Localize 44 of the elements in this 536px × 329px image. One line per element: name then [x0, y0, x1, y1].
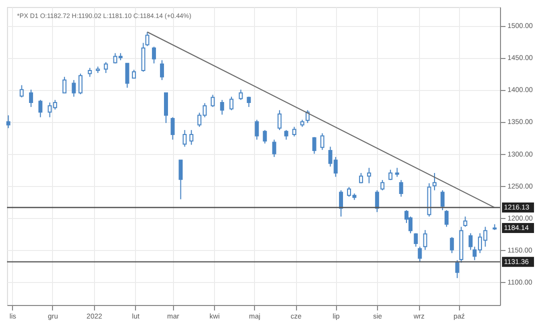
- candlestick: [423, 230, 428, 250]
- candlestick: [6, 114, 10, 129]
- candlestick: [104, 62, 108, 74]
- candlestick: [182, 130, 187, 148]
- candlestick: [38, 99, 42, 118]
- candlestick: [278, 110, 282, 131]
- candlestick: [160, 60, 164, 81]
- candlestick: [272, 139, 276, 158]
- candlestick: [229, 96, 234, 111]
- candlestick: [306, 110, 310, 124]
- candlestick: [210, 94, 215, 108]
- candlestick: [367, 167, 372, 184]
- candlestick: [455, 260, 460, 279]
- candlestick: [72, 80, 76, 98]
- candlestick: [78, 73, 82, 95]
- candlestick: [178, 160, 183, 200]
- candlestick: [62, 76, 66, 94]
- candlestick: [450, 236, 454, 254]
- candlestick: [170, 116, 175, 140]
- candlestick: [20, 84, 24, 98]
- candlestick: [339, 190, 344, 218]
- candlestick: [238, 89, 243, 100]
- candlestick: [380, 180, 384, 191]
- candlestick: [220, 99, 224, 116]
- candlestick: [164, 92, 168, 124]
- candlestick: [262, 130, 267, 144]
- candlestick: [29, 89, 34, 108]
- candlestick: [189, 130, 194, 146]
- candlestick: [444, 210, 449, 228]
- candlestick: [152, 46, 156, 64]
- candlestick: [254, 119, 259, 140]
- candlestick: [399, 180, 404, 198]
- candlestick: [375, 190, 380, 213]
- candlestick: [463, 216, 468, 228]
- candlestick: [292, 126, 296, 137]
- candlestick: [246, 96, 251, 108]
- candlestick: [440, 190, 445, 211]
- candlestick: [284, 130, 288, 140]
- candlestick: [312, 136, 316, 154]
- candlestick: [432, 172, 437, 191]
- candlestick: [418, 246, 422, 263]
- candlestick: [414, 232, 418, 248]
- candlestick: [320, 132, 324, 150]
- candlestick: [125, 62, 130, 88]
